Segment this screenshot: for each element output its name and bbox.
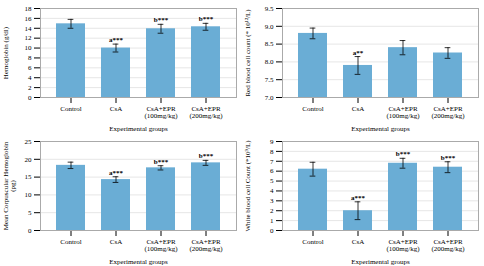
svg-text:CsA+EPR(100mg/kg): CsA+EPR(100mg/kg) [386,238,420,253]
svg-text:15: 15 [25,173,33,181]
svg-text:Mean Corpuscular Hemoglobin(pg: Mean Corpuscular Hemoglobin(pg) [2,141,17,230]
svg-text:9.5: 9.5 [265,5,274,13]
svg-text:25: 25 [25,138,33,146]
svg-text:3: 3 [270,197,274,205]
svg-text:b***: b*** [441,154,456,162]
svg-text:14: 14 [25,25,33,33]
svg-text:16: 16 [25,15,33,23]
svg-text:0: 0 [28,227,32,235]
svg-text:CsA+EPR(100mg/kg): CsA+EPR(100mg/kg) [386,105,420,120]
svg-text:4: 4 [270,187,274,195]
svg-text:Red blood cell count (* 10¹²/L: Red blood cell count (* 10¹²/L) [244,9,252,97]
svg-text:b***: b*** [154,158,169,166]
svg-text:Experimental groups: Experimental groups [109,125,168,133]
svg-text:8.5: 8.5 [265,40,274,48]
svg-text:8: 8 [28,54,32,62]
svg-text:White blood cell Count (*10⁹/L: White blood cell Count (*10⁹/L) [244,140,252,232]
svg-text:7.5: 7.5 [265,76,274,84]
svg-text:CsA+EPR(200mg/kg): CsA+EPR(200mg/kg) [189,238,223,253]
svg-text:Control: Control [302,105,323,113]
svg-text:8: 8 [270,148,274,156]
svg-text:a**: a** [353,49,364,57]
svg-text:10: 10 [25,44,33,52]
svg-text:20: 20 [25,156,33,164]
svg-text:a***: a*** [351,194,366,202]
svg-text:CsA+EPR(100mg/kg): CsA+EPR(100mg/kg) [144,105,178,120]
svg-text:9: 9 [270,138,274,146]
svg-text:b***: b*** [396,150,411,158]
svg-text:0: 0 [270,227,274,235]
svg-text:9.0: 9.0 [265,23,274,31]
svg-text:b***: b*** [199,15,214,23]
svg-text:Control: Control [302,238,323,246]
svg-text:10: 10 [25,191,33,199]
svg-text:Experimental groups: Experimental groups [109,258,168,266]
svg-text:Experimental groups: Experimental groups [351,125,410,133]
svg-text:CsA: CsA [110,238,122,246]
svg-text:CsA+EPR(100mg/kg): CsA+EPR(100mg/kg) [144,238,178,253]
svg-text:CsA+EPR(200mg/kg): CsA+EPR(200mg/kg) [189,105,223,120]
svg-text:5: 5 [270,177,274,185]
svg-text:8.0: 8.0 [265,58,274,66]
svg-text:12: 12 [25,34,33,42]
svg-text:6: 6 [270,167,274,175]
svg-text:Experimental groups: Experimental groups [351,258,410,266]
svg-text:7.0: 7.0 [265,94,274,102]
svg-text:b***: b*** [199,152,214,160]
svg-text:5: 5 [28,209,32,217]
svg-text:Hemoglobin (g/dl): Hemoglobin (g/dl) [2,26,10,79]
svg-text:7: 7 [270,158,274,166]
svg-text:0: 0 [28,94,32,102]
svg-text:a***: a*** [109,36,124,44]
svg-text:b***: b*** [154,16,169,24]
svg-text:2: 2 [270,207,274,215]
svg-text:6: 6 [28,64,32,72]
svg-text:18: 18 [25,5,33,13]
svg-text:CsA+EPR(200mg/kg): CsA+EPR(200mg/kg) [431,105,465,120]
svg-text:CsA: CsA [352,238,364,246]
svg-text:Control: Control [60,105,81,113]
svg-text:Control: Control [60,238,81,246]
svg-text:CsA+EPR(200mg/kg): CsA+EPR(200mg/kg) [431,238,465,253]
svg-text:4: 4 [28,74,32,82]
svg-text:2: 2 [28,84,32,92]
svg-text:1: 1 [270,217,274,225]
svg-text:a***: a*** [109,169,124,177]
svg-text:CsA: CsA [110,105,122,113]
svg-text:CsA: CsA [352,105,364,113]
